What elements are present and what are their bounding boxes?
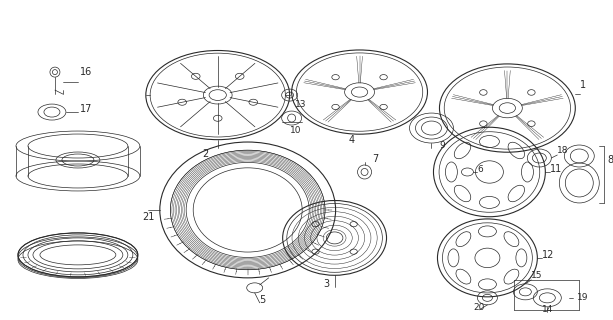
Text: 4: 4: [349, 135, 355, 145]
Text: 11: 11: [550, 164, 563, 174]
Text: 1: 1: [581, 80, 587, 90]
Text: 21: 21: [142, 212, 154, 222]
Text: 8: 8: [607, 155, 613, 165]
Text: 9: 9: [440, 141, 445, 150]
Text: 16: 16: [80, 67, 92, 77]
Text: 20: 20: [473, 303, 485, 312]
Text: 14: 14: [542, 305, 553, 314]
Text: 19: 19: [577, 293, 589, 302]
Text: 10: 10: [290, 126, 301, 135]
Text: 15: 15: [531, 271, 543, 280]
Text: 5: 5: [260, 295, 266, 305]
Text: 18: 18: [557, 146, 569, 155]
Text: 12: 12: [543, 250, 555, 260]
Text: 6: 6: [478, 165, 483, 174]
Text: 13: 13: [295, 100, 306, 109]
Text: 7: 7: [373, 154, 379, 164]
Text: 17: 17: [80, 104, 93, 114]
Text: 3: 3: [324, 279, 330, 289]
Text: 2: 2: [203, 149, 209, 159]
